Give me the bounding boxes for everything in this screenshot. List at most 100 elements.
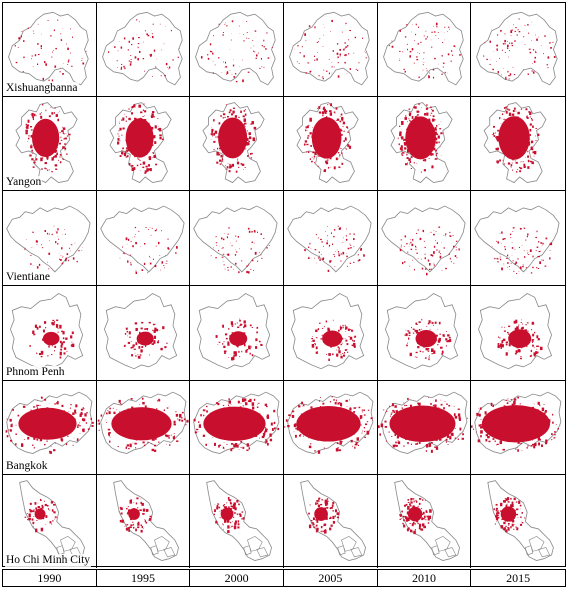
urban-patch: [161, 261, 163, 264]
urban-patch: [152, 427, 154, 430]
urban-patch: [424, 500, 426, 501]
urban-patch: [316, 520, 319, 523]
urban-patch: [238, 116, 240, 119]
urban-patch: [37, 23, 39, 25]
urban-patch: [219, 149, 221, 151]
urban-patch: [511, 517, 513, 519]
urban-patch: [417, 52, 418, 54]
urban-patch: [242, 398, 245, 403]
urban-patch: [37, 399, 38, 401]
urban-patch: [61, 247, 63, 250]
urban-patch: [72, 413, 73, 415]
urban-patch: [318, 497, 321, 500]
urban-area: [311, 319, 357, 362]
urban-patch: [226, 71, 229, 75]
urban-patch: [154, 438, 157, 440]
urban-patch: [519, 122, 523, 127]
urban-patch: [59, 258, 60, 260]
urban-patch: [166, 67, 168, 68]
urban-patch: [433, 230, 434, 231]
urban-patch: [224, 66, 226, 68]
urban-patch: [164, 255, 166, 257]
urban-patch: [70, 244, 73, 246]
urban-patch: [350, 329, 354, 332]
urban-patch: [394, 413, 396, 415]
urban-patch: [166, 407, 169, 409]
urban-patch: [339, 53, 341, 56]
urban-patch: [49, 431, 52, 434]
urban-patch: [227, 525, 230, 529]
urban-patch: [233, 112, 235, 114]
urban-patch: [418, 416, 421, 419]
urban-patch: [134, 234, 136, 235]
urban-patch: [498, 336, 500, 338]
urban-patch: [537, 351, 539, 354]
urban-patch: [551, 433, 553, 436]
urban-patch: [510, 164, 513, 167]
urban-patch: [349, 423, 350, 424]
urban-patch: [499, 57, 501, 59]
urban-patch: [150, 423, 153, 426]
urban-patch: [60, 348, 63, 351]
urban-patch: [225, 66, 228, 68]
urban-patch: [361, 409, 363, 411]
urban-patch: [452, 245, 455, 248]
urban-patch: [130, 263, 132, 266]
urban-patch: [445, 441, 447, 443]
urban-patch: [243, 343, 246, 345]
urban-patch: [323, 154, 324, 156]
urban-patch: [50, 446, 52, 447]
urban-patch: [516, 501, 518, 503]
urban-patch: [35, 436, 37, 439]
urban-patch: [33, 437, 36, 440]
urban-patch: [46, 339, 49, 343]
urban-patch: [420, 107, 422, 108]
urban-patch: [25, 418, 27, 420]
urban-patch: [533, 445, 536, 449]
urban-patch: [232, 110, 236, 114]
urban-patch: [527, 141, 531, 146]
year-label: 2015: [506, 570, 531, 585]
urban-patch: [323, 447, 325, 449]
urban-patch: [126, 155, 129, 158]
urban-patch: [243, 33, 245, 35]
urban-patch: [21, 418, 24, 422]
urban-patch: [46, 407, 49, 411]
urban-patch: [31, 58, 33, 60]
urban-patch: [153, 444, 156, 447]
urban-patch: [424, 526, 426, 529]
urban-patch: [332, 143, 335, 147]
urban-patch: [318, 510, 320, 512]
urban-patch: [416, 58, 418, 61]
urban-patch: [473, 428, 475, 431]
urban-patch: [125, 528, 127, 530]
urban-patch: [434, 425, 436, 428]
urban-patch: [532, 321, 535, 325]
urban-patch: [220, 115, 223, 117]
urban-patch: [542, 407, 545, 412]
urban-patch: [46, 169, 49, 171]
urban-patch: [36, 439, 39, 441]
urban-patch: [180, 419, 183, 422]
urban-patch: [70, 335, 73, 339]
urban-patch: [225, 268, 226, 270]
urban-patch: [437, 38, 439, 39]
urban-patch: [421, 523, 425, 527]
urban-patch: [131, 521, 133, 523]
urban-patch: [164, 434, 167, 437]
urban-patch: [510, 414, 513, 417]
urban-patch: [527, 24, 530, 26]
urban-patch: [531, 272, 533, 274]
urban-patch: [156, 341, 159, 344]
urban-patch: [513, 109, 516, 113]
urban-area: [399, 226, 460, 276]
urban-patch: [245, 126, 247, 127]
urban-patch: [422, 69, 424, 71]
urban-patch: [405, 405, 407, 407]
urban-patch: [141, 433, 144, 436]
urban-patch: [437, 328, 438, 330]
urban-patch: [515, 526, 517, 528]
urban-patch: [218, 341, 221, 343]
urban-patch: [30, 413, 33, 417]
urban-patch: [57, 118, 60, 122]
